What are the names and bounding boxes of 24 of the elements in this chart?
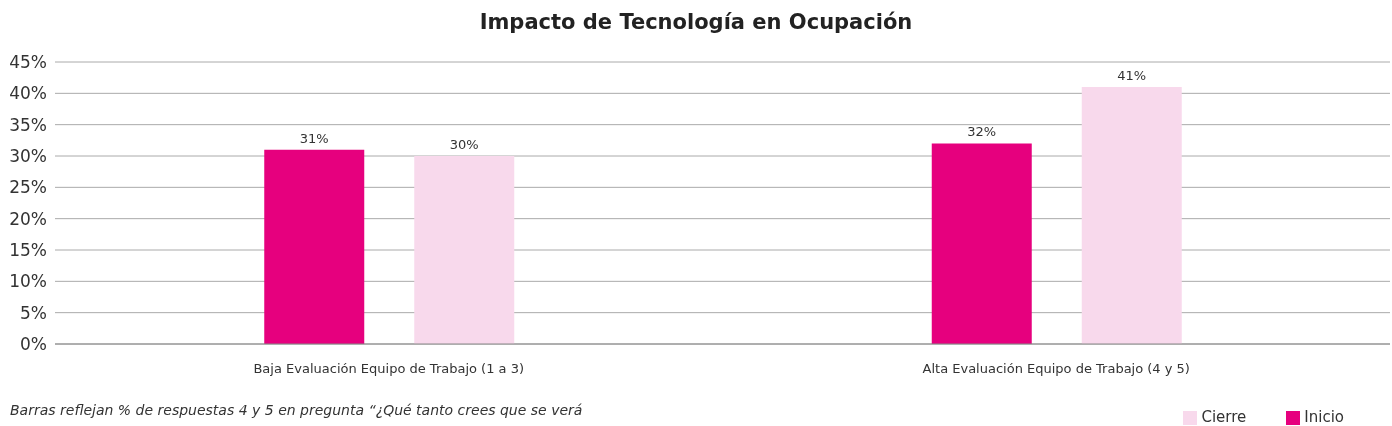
bar [264, 149, 365, 344]
y-tick-label: 20% [9, 208, 47, 229]
y-tick-label: 45% [9, 52, 47, 73]
data-label: 31% [299, 130, 329, 146]
data-label: 41% [1117, 68, 1147, 84]
bar [414, 156, 515, 344]
bar [931, 143, 1032, 344]
y-tick-label: 10% [9, 271, 47, 292]
y-tick-label: 30% [9, 146, 47, 167]
y-tick-label: 25% [9, 177, 47, 198]
x-tick-label: Alta Evaluación Equipo de Trabajo (4 y 5) [922, 361, 1190, 377]
text: Barras reflejan % de respuestas 4 y 5 en pregunta “¿Qué tanto crees que se verá [10, 402, 583, 418]
legend-label: Cierre [1201, 408, 1247, 426]
x-tick-label: Baja Evaluación Equipo de Trabajo (1 a 3) [253, 361, 525, 377]
bar [1081, 87, 1182, 344]
data-label: 30% [449, 137, 479, 152]
y-tick-label: 5% [20, 302, 47, 323]
y-tick-label: 15% [9, 240, 47, 261]
legend-label: Inicio [1304, 408, 1344, 426]
data-label: 32% [967, 124, 997, 140]
y-tick-label: 0% [20, 334, 47, 355]
y-tick-label: 35% [9, 114, 47, 135]
y-tick-label: 40% [9, 83, 47, 104]
chart-title: Impacto de Tecnología en Ocupación [478, 10, 914, 34]
